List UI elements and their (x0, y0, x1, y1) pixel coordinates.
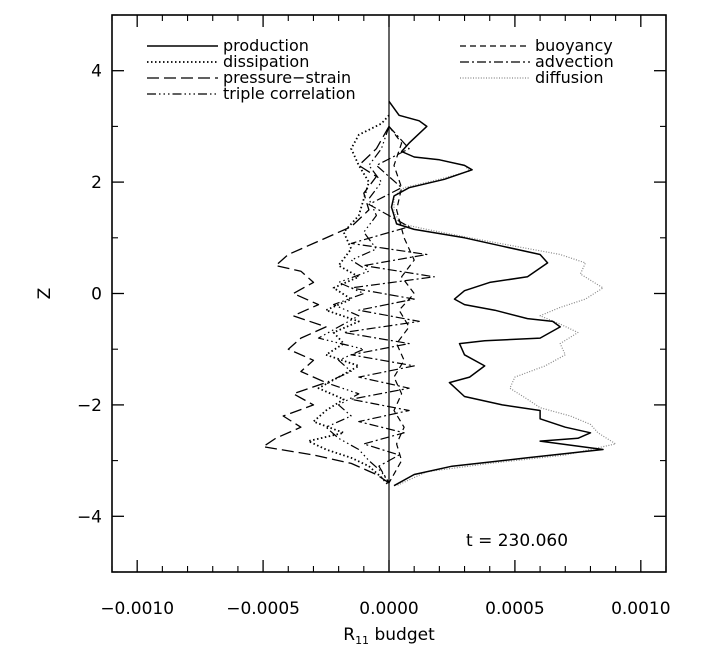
x-axis-title: R11 budget (343, 625, 435, 647)
x-tick-label: 0.0010 (611, 599, 670, 619)
x-axis-title-suffix: budget (369, 625, 435, 645)
series-line-production (388, 100, 604, 487)
legend-label: advection (535, 52, 614, 71)
y-tick-label: −2 (77, 396, 102, 416)
legend-label: diffusion (535, 68, 603, 87)
legend-label: triple correlation (223, 84, 356, 103)
x-axis-title-main: R (343, 625, 355, 645)
x-axis-title-subscript: 11 (355, 634, 369, 647)
series-line-triple-correlation (317, 126, 390, 484)
y-tick-label: 4 (91, 62, 102, 82)
y-tick-label: 0 (91, 285, 102, 305)
series-line-dissipation (307, 114, 390, 487)
ticks-layer: −0.0010 −0.0005 0.0000 0.0005 0.0010 −4 −2 0 2 4 (77, 14, 671, 619)
x-tick-label: −0.0005 (226, 599, 300, 619)
y-axis-title: Z (35, 288, 55, 300)
x-tick-label: 0.0000 (359, 599, 418, 619)
legend-label: production (223, 36, 309, 55)
time-annotation: t = 230.060 (466, 531, 568, 551)
y-tick-label: −4 (77, 507, 102, 527)
x-tick-label: 0.0005 (485, 599, 544, 619)
legend-label: pressure−strain (223, 68, 351, 87)
x-tick-label: −0.0010 (100, 599, 174, 619)
y-tick-label: 2 (91, 173, 102, 193)
series-line-buoyancy (388, 126, 415, 484)
series-line-pressure-strain (262, 126, 390, 484)
legend-label: buoyancy (535, 36, 613, 55)
series-line-diffusion (388, 100, 617, 487)
legend-label: dissipation (223, 52, 309, 71)
series-layer (262, 100, 617, 487)
legend: productiondissipationpressure−straintrip… (147, 36, 614, 103)
